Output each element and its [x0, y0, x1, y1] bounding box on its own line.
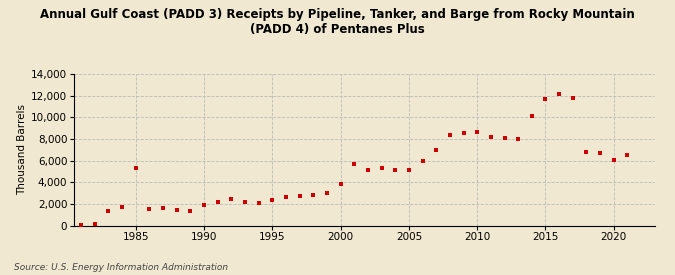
Text: Annual Gulf Coast (PADD 3) Receipts by Pipeline, Tanker, and Barge from Rocky Mo: Annual Gulf Coast (PADD 3) Receipts by P… [40, 8, 635, 36]
Point [417, 159, 428, 163]
Point [540, 97, 551, 101]
Point [390, 168, 401, 172]
Point [294, 194, 305, 198]
Point [376, 166, 387, 170]
Point [513, 137, 524, 141]
Point [253, 201, 264, 205]
Point [444, 133, 455, 138]
Point [472, 129, 483, 134]
Point [335, 182, 346, 187]
Point [568, 96, 578, 100]
Point [226, 197, 237, 201]
Point [308, 192, 319, 197]
Point [608, 158, 619, 162]
Point [158, 206, 169, 210]
Point [130, 166, 141, 170]
Text: Source: U.S. Energy Information Administration: Source: U.S. Energy Information Administ… [14, 263, 227, 272]
Point [171, 208, 182, 213]
Point [458, 130, 469, 135]
Point [212, 200, 223, 204]
Point [198, 203, 209, 207]
Point [144, 207, 155, 211]
Point [89, 222, 100, 227]
Point [76, 223, 86, 227]
Point [404, 168, 414, 173]
Point [103, 209, 114, 213]
Point [117, 205, 128, 209]
Point [499, 136, 510, 140]
Point [595, 151, 605, 155]
Point [267, 197, 277, 202]
Point [622, 153, 633, 158]
Point [485, 135, 496, 139]
Point [281, 195, 292, 200]
Y-axis label: Thousand Barrels: Thousand Barrels [17, 104, 27, 195]
Point [362, 168, 373, 173]
Point [349, 162, 360, 166]
Point [554, 92, 564, 96]
Point [240, 200, 250, 204]
Point [431, 148, 441, 153]
Point [581, 150, 592, 154]
Point [321, 190, 332, 195]
Point [185, 209, 196, 213]
Point [526, 114, 537, 119]
